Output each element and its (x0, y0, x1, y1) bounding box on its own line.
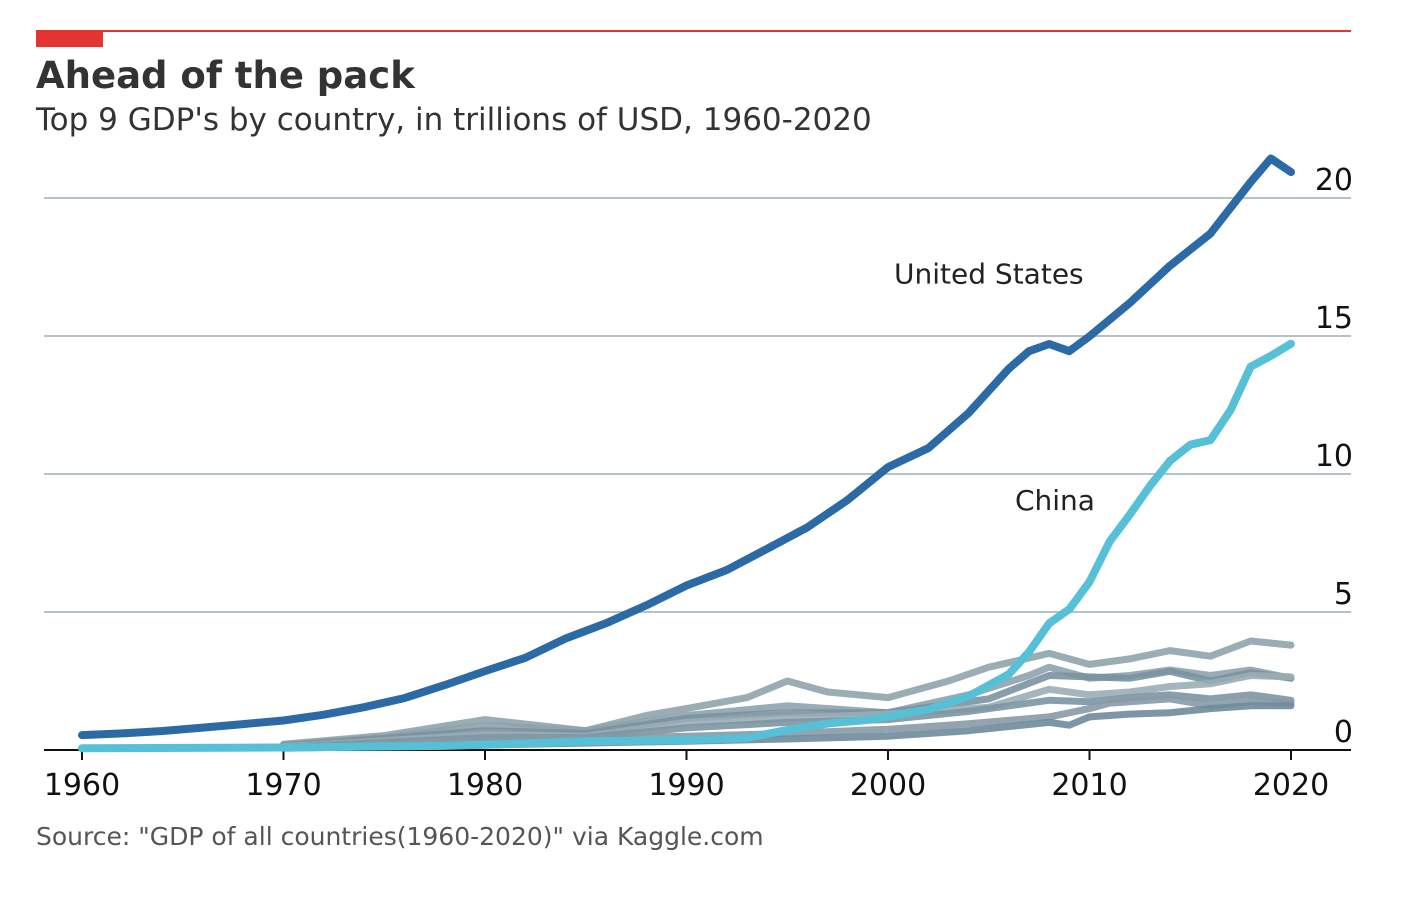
y-tick-label-15: 15 (1315, 301, 1353, 336)
y-tick-label-5: 5 (1334, 577, 1353, 612)
grid-lines (44, 197, 1351, 613)
source-note: Source: "GDP of all countries(1960-2020)… (36, 822, 764, 851)
x-tick-label-1960: 1960 (44, 768, 120, 803)
top-accent-tag (36, 30, 103, 47)
x-tick-label-1980: 1980 (447, 768, 523, 803)
chart-title: Ahead of the pack (36, 54, 415, 97)
y-tick-label-20: 20 (1315, 163, 1353, 198)
annotation-china: China (1015, 484, 1095, 517)
x-tick-label-2000: 2000 (850, 768, 926, 803)
x-tick-label-2010: 2010 (1051, 768, 1127, 803)
annotations: United States China (894, 258, 1095, 517)
series-lines (78, 154, 1295, 753)
x-tick-label-1970: 1970 (245, 768, 321, 803)
tick-labels: 0 5 10 15 20 1960 1970 1980 1990 2000 2010 2020 (44, 163, 1353, 803)
series-line-united-states (78, 154, 1295, 740)
top-accent-rule (36, 30, 1351, 32)
y-tick-label-10: 10 (1315, 439, 1353, 474)
annotation-united-states: United States (894, 258, 1084, 291)
x-tick-label-2020: 2020 (1253, 768, 1329, 803)
x-tick-label-1990: 1990 (648, 768, 724, 803)
y-tick-label-0: 0 (1334, 715, 1353, 750)
series-line-china (78, 339, 1295, 753)
chart-subtitle: Top 9 GDP's by country, in trillions of … (36, 102, 872, 138)
